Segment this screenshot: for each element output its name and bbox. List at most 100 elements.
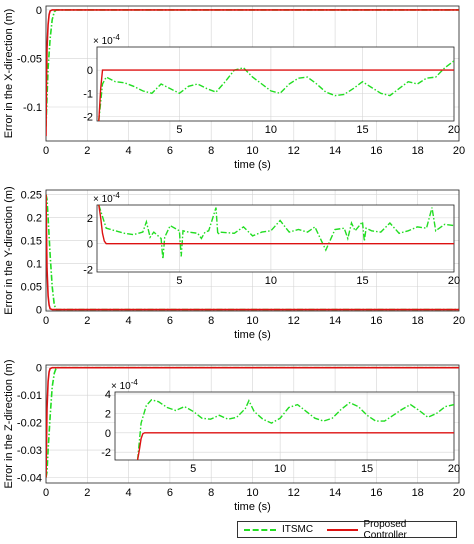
legend-swatch-proposed (327, 528, 358, 531)
y-tick-label-4: -0.04 (17, 473, 42, 485)
x-tick-label-5: 10 (246, 145, 258, 157)
inset-x-tick-3: 20 (448, 124, 460, 136)
series-line-proposed (46, 194, 459, 311)
inset-area (97, 47, 454, 121)
x-tick-label-1: 2 (84, 487, 90, 499)
x-tick-label-8: 16 (370, 487, 382, 499)
x-tick-label-0: 0 (43, 145, 49, 157)
inset-series-line-proposed (98, 69, 454, 121)
inset-series-line-proposed (136, 432, 454, 460)
y-tick-label-5: 0 (36, 305, 42, 317)
x-tick-label-10: 20 (453, 315, 465, 327)
inset-y-tick-2: -2 (83, 264, 93, 276)
x-tick-label-5: 10 (246, 315, 258, 327)
legend-label-proposed: Proposed Controller (363, 518, 407, 541)
legend: ITSMC Proposed Controller (237, 519, 457, 541)
x-tick-label-8: 16 (370, 315, 382, 327)
y-tick-label-0: 0.25 (21, 190, 42, 202)
inset-x-tick-3: 20 (448, 275, 460, 287)
inset-area (115, 392, 454, 460)
y-tick-label-0: 0 (36, 363, 42, 375)
inset-x-tick-0: 5 (190, 463, 196, 475)
inset-y-tick-0: 4 (105, 389, 111, 401)
x-tick-label-2: 4 (126, 487, 132, 499)
y-tick-label-3: 0.1 (27, 259, 42, 271)
series-line-proposed (46, 9, 459, 137)
inset-x-tick-1: 10 (265, 124, 277, 136)
x-tick-label-2: 4 (126, 145, 132, 157)
panel-1: 0 2 4 6 8 10 12 14 16 18 20 0 -0.05 -0.1 time (s) Error… (3, 5, 465, 171)
inset-y-tick-1: 2 (105, 408, 111, 420)
x-tick-label-3: 6 (167, 487, 173, 499)
panel-3: 0 2 4 6 8 10 12 14 16 18 200-0.01-0.02-0.03-0.04ti… (3, 360, 465, 513)
inset-y-tick-3: -2 (101, 447, 111, 459)
inset-y-tick-2: -2 (83, 111, 93, 123)
inset-y-tick-2: 0 (105, 428, 111, 440)
inset-y-tick-0: 2 (87, 213, 93, 225)
x-tick-label-10: 20 (453, 487, 465, 499)
x-tick-label-4: 8 (208, 487, 214, 499)
inset-series-line-itsmc (98, 60, 454, 121)
x-tick-label-3: 6 (167, 315, 173, 327)
legend-swatch-itsmc (244, 528, 276, 531)
y-tick-label-1: -0.01 (17, 390, 42, 402)
inset-series-line-itsmc (98, 205, 454, 260)
inset-x-tick-2: 15 (356, 124, 368, 136)
x-tick-label-4: 8 (208, 315, 214, 327)
inset-box (96, 46, 455, 122)
inset-panel: 5 10 15 20 0 -1 -2 × 10-4 (83, 33, 460, 136)
inset-x-tick-0: 5 (176, 124, 182, 136)
series-line-proposed (46, 366, 459, 478)
x-axis-label: time (s) (234, 501, 271, 513)
inset-x-tick-1: 10 (274, 463, 286, 475)
inset-series-line-proposed (98, 205, 454, 245)
x-tick-label-6: 12 (288, 145, 300, 157)
x-tick-label-8: 16 (370, 145, 382, 157)
inset-box (114, 391, 455, 461)
inset-y-tick-0: 0 (87, 65, 93, 77)
x-tick-label-1: 2 (84, 315, 90, 327)
y-axis-label: Error in the Y-direction (m) (3, 186, 15, 314)
y-tick-label-4: 0.05 (21, 282, 42, 294)
x-tick-label-6: 12 (288, 487, 300, 499)
legend-label-itsmc: ITSMC (282, 524, 314, 535)
series-line-itsmc (46, 366, 459, 478)
x-tick-label-2: 4 (126, 315, 132, 327)
inset-x-tick-1: 10 (265, 275, 277, 287)
x-tick-label-0: 0 (43, 315, 49, 327)
inset-exponent-label: × 10-4 (111, 378, 138, 392)
y-tick-label-2: 0.15 (21, 236, 42, 248)
inset-series-line-itsmc (136, 399, 454, 460)
inset-box (96, 204, 455, 273)
inset-x-tick-3: 20 (448, 463, 460, 475)
y-tick-label-1: 0.2 (27, 213, 42, 225)
y-axis-label: Error in the Z-direction (m) (3, 360, 15, 489)
inset-x-tick-2: 15 (361, 463, 373, 475)
legend-item-itsmc: ITSMC (244, 524, 313, 535)
x-tick-label-7: 14 (329, 487, 341, 499)
x-tick-label-4: 8 (208, 145, 214, 157)
legend-item-proposed: Proposed Controller (327, 519, 448, 541)
y-tick-label-2: -0.1 (23, 102, 42, 114)
inset-y-tick-1: 0 (87, 239, 93, 251)
y-tick-label-1: -0.05 (17, 53, 42, 65)
y-axis-label: Error in the X-direction (m) (3, 9, 15, 139)
inset-y-tick-1: -1 (83, 88, 93, 100)
x-axis-label: time (s) (234, 159, 271, 171)
x-tick-label-7: 14 (329, 145, 341, 157)
x-tick-label-9: 18 (412, 487, 424, 499)
inset-x-tick-0: 5 (176, 275, 182, 287)
x-tick-label-0: 0 (43, 487, 49, 499)
y-tick-label-3: -0.03 (17, 445, 42, 457)
inset-area (97, 205, 454, 272)
x-tick-label-5: 10 (246, 487, 258, 499)
inset-exponent-label: × 10-4 (93, 33, 120, 47)
inset-exponent-label: × 10-4 (93, 191, 120, 205)
x-tick-label-10: 20 (453, 145, 465, 157)
x-tick-label-9: 18 (412, 145, 424, 157)
x-tick-label-7: 14 (329, 315, 341, 327)
inset-x-tick-2: 15 (356, 275, 368, 287)
